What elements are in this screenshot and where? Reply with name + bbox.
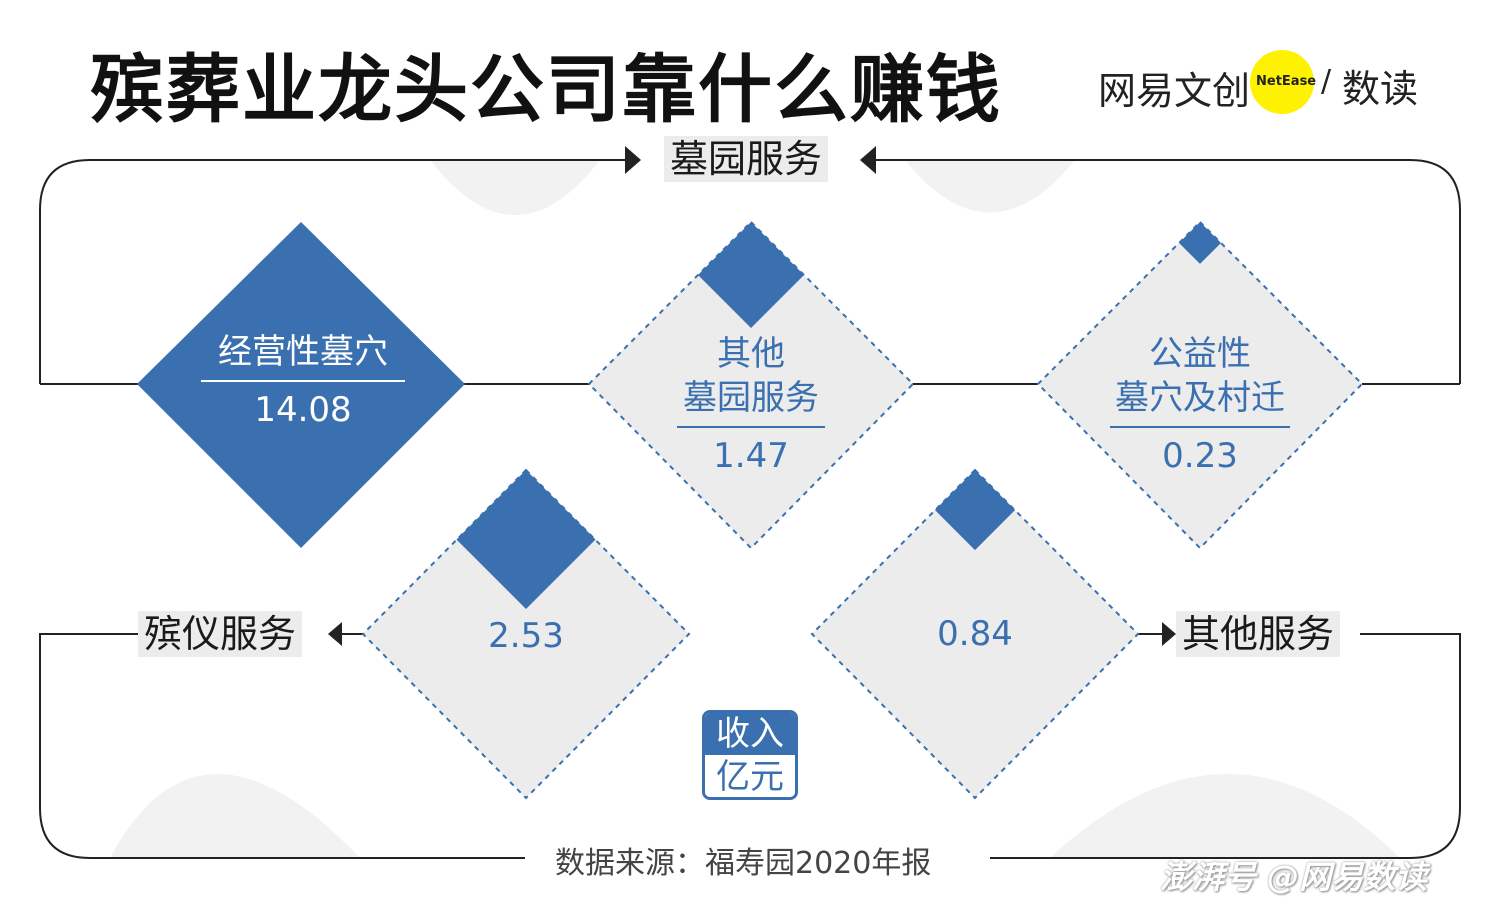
arrow-right-icon bbox=[1162, 622, 1176, 646]
divider bbox=[1110, 426, 1290, 428]
item-label-line1: 其他 bbox=[717, 334, 785, 374]
item-value: 2.53 bbox=[488, 616, 564, 656]
label-public-graves: 公益性 墓穴及村迁 0.23 bbox=[1100, 332, 1300, 476]
item-value: 0.23 bbox=[1162, 436, 1238, 476]
item-value: 1.47 bbox=[713, 436, 789, 476]
unit-line1: 收入 bbox=[705, 713, 795, 755]
divider bbox=[677, 426, 825, 428]
arrow-left-icon bbox=[328, 622, 342, 646]
diamond-public-graves bbox=[1036, 220, 1364, 550]
source-note: 数据来源：福寿园2020年报 bbox=[555, 846, 932, 881]
deco-arch-top-left bbox=[430, 160, 600, 215]
diamond-commercial-graves bbox=[137, 222, 465, 548]
deco-arch-bottom-left bbox=[110, 774, 360, 858]
item-label-line1: 公益性 bbox=[1149, 334, 1251, 374]
arrow-left-icon bbox=[860, 146, 876, 174]
item-label-line2: 墓园服务 bbox=[683, 378, 819, 418]
label-other-services: 0.84 bbox=[895, 614, 1055, 654]
category-cemetery: 墓园服务 bbox=[664, 136, 829, 182]
value-mark-other-services bbox=[934, 470, 1016, 551]
value-mark-other-cemetery bbox=[698, 222, 804, 328]
brand-slash: / bbox=[1321, 64, 1332, 99]
page-title: 殡葬业龙头公司靠什么赚钱 bbox=[90, 47, 1002, 133]
top-frame bbox=[39, 159, 1461, 385]
brand-badge: NetEase bbox=[1256, 74, 1317, 89]
diamond-other-services bbox=[810, 468, 1140, 800]
value-marks bbox=[456, 222, 1221, 610]
diamond-funeral bbox=[361, 468, 691, 800]
divider bbox=[201, 380, 405, 382]
arrow-right-icon bbox=[625, 146, 641, 174]
unit-line2: 亿元 bbox=[705, 755, 795, 797]
item-label: 经营性墓穴 bbox=[218, 332, 388, 372]
watermark: 澎湃号 @网易数读 bbox=[1160, 858, 1428, 896]
deco-arch-bottom-right bbox=[1050, 774, 1400, 858]
item-value: 14.08 bbox=[254, 390, 352, 430]
label-funeral: 2.53 bbox=[446, 616, 606, 656]
bottom-frame bbox=[39, 633, 1461, 859]
brand-left: 网易文创 bbox=[1098, 69, 1251, 113]
value-mark-funeral bbox=[456, 470, 596, 610]
diamond-other-cemetery bbox=[587, 220, 915, 550]
deco-arch-top-right bbox=[905, 160, 1075, 213]
brand-yellow-circle bbox=[1250, 50, 1314, 114]
label-commercial-graves: 经营性墓穴 14.08 bbox=[201, 330, 405, 430]
category-other: 其他服务 bbox=[1176, 611, 1341, 657]
category-funeral: 殡仪服务 bbox=[138, 611, 303, 657]
label-other-cemetery: 其他 墓园服务 1.47 bbox=[671, 332, 831, 476]
item-label-line2: 墓穴及村迁 bbox=[1115, 378, 1285, 418]
unit-badge: 收入 亿元 bbox=[702, 710, 798, 800]
value-mark-public-graves bbox=[1179, 222, 1221, 264]
item-value: 0.84 bbox=[937, 614, 1013, 654]
brand-logo: 网易文创 NetEase / 数读 bbox=[1098, 50, 1428, 114]
brand-right: 数读 bbox=[1342, 67, 1419, 111]
